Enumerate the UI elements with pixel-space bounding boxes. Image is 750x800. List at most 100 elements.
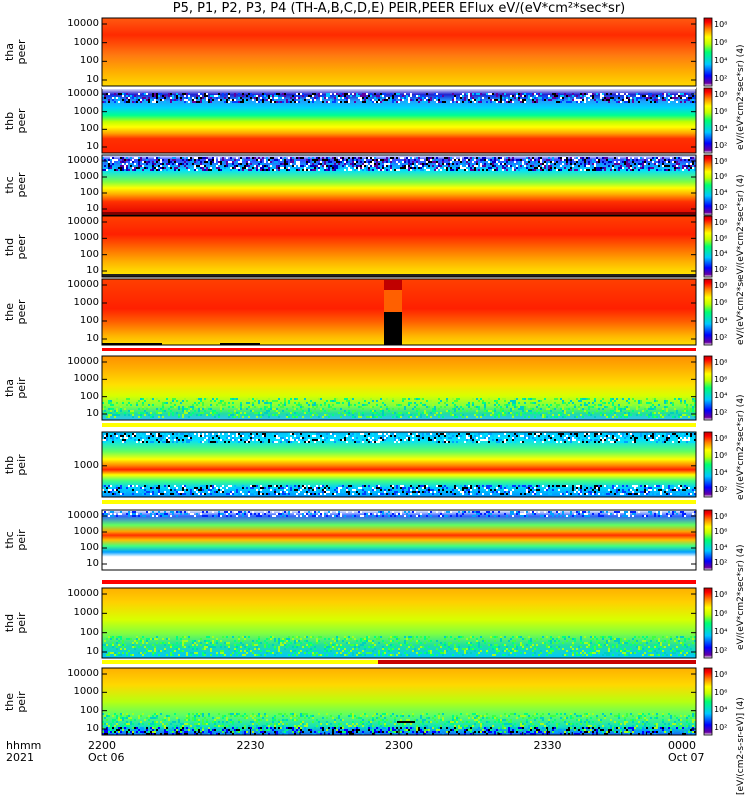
- y-tick-label: 10000: [67, 155, 99, 166]
- colorbar-tick-label: 10⁶: [714, 608, 728, 618]
- y-tick-label: 10000: [67, 88, 99, 99]
- panel-label-thc-peir: thc peir: [3, 529, 28, 551]
- y-tick-label: 10000: [67, 356, 99, 367]
- y-tick-label: 100: [79, 626, 99, 638]
- status-bar: [102, 423, 696, 427]
- colorbar: [703, 278, 713, 346]
- panel-label-thd-peir: thd peir: [3, 612, 28, 634]
- spectrogram-panel-thc-peer: [101, 154, 697, 216]
- colorbar-tick-label: 10²: [714, 265, 728, 274]
- colorbar-tick-label: 10²: [714, 485, 728, 494]
- colorbar-tick-label: 10⁶: [714, 107, 728, 116]
- colorbar-tick-label: 10⁴: [714, 56, 728, 65]
- x-tick-label: 2330: [533, 739, 562, 752]
- spectrogram-thc-peir: [102, 510, 696, 570]
- colorbar-tick-label: 10⁴: [714, 249, 728, 259]
- colorbar: [703, 154, 713, 216]
- colorbar: [703, 215, 713, 278]
- colorbar: [703, 355, 713, 421]
- y-tick-label: 100: [79, 187, 99, 198]
- y-tick-label: 1000: [73, 686, 99, 698]
- spectrogram-panel-tha-peer: [101, 17, 697, 87]
- spectrogram-panel-thd-peer: [101, 215, 697, 278]
- colorbar: [703, 667, 713, 736]
- colorbar-tick-label: 10⁶: [714, 527, 728, 537]
- colorbar-units-label: [eV/(cm2-s-sr-eV)] (4): [736, 697, 746, 795]
- spectrogram-thd-peir: [102, 588, 696, 658]
- colorbar-tick-label: 10⁶: [714, 451, 728, 460]
- status-bar: [102, 500, 696, 504]
- spectrogram-tha-peer: [102, 18, 696, 86]
- colorbar-tick-label: 10⁴: [714, 315, 728, 325]
- colorbar-tick-label: 10⁶: [714, 687, 728, 697]
- colorbar-tick-label: 10⁸: [714, 512, 728, 521]
- colorbar-tick-label: 10⁶: [714, 374, 728, 384]
- colorbar-tick-label: 10⁸: [714, 20, 728, 29]
- y-tick-label: 1000: [73, 297, 99, 308]
- colorbar-tick-label: 10²: [714, 408, 728, 417]
- y-tick-label: 100: [79, 248, 99, 260]
- status-bar: [102, 353, 696, 355]
- spectrogram-panel-thb-peer: [101, 87, 697, 154]
- y-tick-label: 100: [79, 704, 99, 716]
- panel-label-the-peir: the peir: [3, 690, 28, 713]
- colorbar-units-label: eV/(eV*cm2*sec*sr) (4): [736, 544, 746, 650]
- y-tick-label: 100: [79, 390, 99, 402]
- colorbar-tick-label: 10⁴: [714, 627, 728, 637]
- colorbar: [703, 509, 713, 571]
- colorbar-tick-label: 10⁶: [714, 298, 728, 308]
- y-tick-label: 10: [86, 723, 99, 734]
- colorbar-tick-label: 10²: [714, 141, 728, 150]
- status-bar: [102, 660, 378, 664]
- y-tick-label: 1000: [73, 607, 99, 619]
- spectrogram-tha-peir: [102, 356, 696, 420]
- colorbar-tick-label: 10⁸: [714, 218, 728, 227]
- colorbar: [703, 431, 713, 498]
- colorbar-tick-label: 10⁸: [714, 157, 728, 166]
- x-tick-label: 2200 Oct 06: [88, 739, 125, 764]
- colorbar-tick-label: 10²: [714, 646, 728, 655]
- status-bar: [102, 580, 696, 584]
- x-tick-label: 0000 Oct 07: [668, 739, 705, 764]
- y-tick-label: 100: [79, 55, 99, 67]
- spectrogram-thd-peer: [102, 216, 696, 277]
- y-tick-label: 10: [86, 646, 99, 657]
- panel-label-thd-peer: thd peer: [3, 233, 28, 260]
- panel-label-thc-peer: thc peer: [3, 172, 28, 198]
- status-bar: [102, 87, 696, 89]
- spectrogram-panel-thc-peir: [101, 509, 697, 571]
- panel-label-thb-peir: thb peir: [3, 453, 28, 476]
- y-tick-label: 1000: [73, 171, 99, 182]
- colorbar-tick-label: 10⁸: [714, 670, 728, 679]
- x-axis-row-labels: hhmm 2021: [6, 739, 42, 764]
- y-tick-label: 10000: [67, 668, 99, 679]
- colorbar-units-label: eV/(eV*cm2*sec*sr) (4): [736, 44, 746, 150]
- y-tick-label: 10000: [67, 18, 99, 29]
- panel-label-thb-peer: thb peer: [3, 107, 28, 134]
- y-tick-label: 100: [79, 315, 99, 326]
- y-tick-label: 100: [79, 542, 99, 553]
- y-tick-label: 100: [79, 123, 99, 135]
- y-tick-label: 10000: [67, 216, 99, 227]
- y-tick-label: 10000: [67, 510, 99, 521]
- panel-label-the-peer: the peer: [3, 299, 28, 325]
- spectrogram-panel-the-peer: [101, 278, 697, 346]
- colorbar-tick-label: 10⁶: [714, 172, 728, 182]
- spectrogram-panel-tha-peir: [101, 355, 697, 421]
- colorbar-tick-label: 10⁶: [714, 233, 728, 243]
- colorbar: [703, 587, 713, 659]
- colorbar-tick-label: 10⁴: [714, 705, 728, 715]
- y-tick-label: 1000: [73, 373, 99, 385]
- y-tick-label: 10: [86, 408, 99, 419]
- colorbar-tick-label: 10²: [714, 723, 728, 732]
- colorbar-tick-label: 10⁸: [714, 358, 728, 367]
- panel-label-tha-peir: tha peir: [3, 377, 28, 399]
- y-tick-label: 1000: [73, 105, 99, 117]
- panel-label-tha-peer: tha peer: [3, 39, 28, 65]
- colorbar-tick-label: 10²: [714, 558, 728, 567]
- y-tick-label: 10: [86, 74, 99, 85]
- y-tick-label: 10: [86, 203, 99, 214]
- y-tick-label: 10000: [67, 279, 99, 290]
- colorbar-tick-label: 10⁶: [714, 38, 728, 47]
- colorbar-tick-label: 10⁸: [714, 90, 728, 99]
